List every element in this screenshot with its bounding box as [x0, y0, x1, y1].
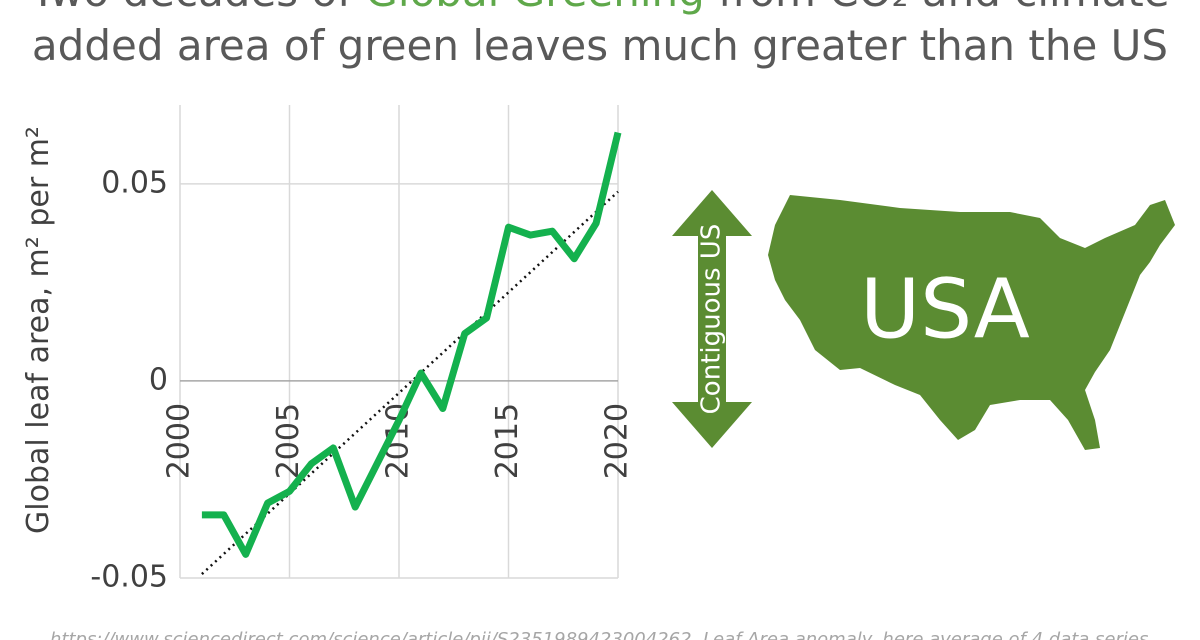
x-tick-label: 2020	[600, 403, 635, 479]
subtitle: added area of green leaves much greater …	[32, 21, 1168, 70]
arrow-label: Contiguous US	[697, 224, 727, 415]
title-suffix: from CO₂ and climate	[705, 0, 1170, 16]
us-arrow: Contiguous US	[672, 190, 752, 448]
source: https://www.sciencedirect.com/science/ar…	[50, 629, 1148, 640]
map-label: USA	[860, 262, 1030, 357]
x-tick-label: 2005	[271, 403, 306, 479]
x-tick-label: 2000	[162, 403, 197, 479]
us-map: USA	[768, 195, 1175, 450]
double-arrow	[672, 190, 752, 448]
y-tick-label: 0.05	[101, 165, 168, 200]
y-tick-label: 0	[149, 362, 168, 397]
title-prefix: Two decades of	[29, 0, 365, 16]
x-tick-label: 2015	[490, 403, 525, 479]
title-highlight: Global Greening	[365, 0, 704, 16]
data-line	[201, 131, 622, 558]
us-shape	[768, 195, 1175, 450]
y-axis-label: Global leaf area, m² per m²	[21, 126, 56, 534]
y-tick-label: -0.05	[90, 560, 168, 595]
trend-line	[201, 190, 619, 575]
title: Two decades of Global Greening from CO₂ …	[29, 0, 1169, 16]
